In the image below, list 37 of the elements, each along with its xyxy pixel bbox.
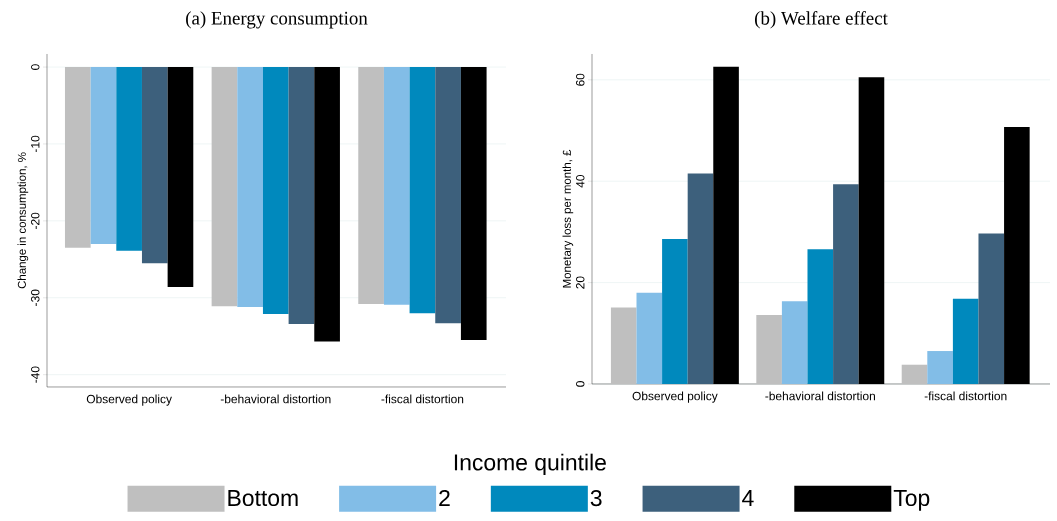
y-axis-title: Monetary loss per month, £: [562, 149, 574, 288]
bar: [756, 315, 782, 384]
y-axis-title: Change in consumption, %: [17, 152, 29, 289]
legend-label: Bottom: [228, 490, 298, 507]
chart-title: (b) Welfare effect: [755, 11, 888, 29]
y-tick-label: 60: [576, 73, 585, 86]
bar: [927, 351, 953, 384]
legend-label: Top: [893, 490, 930, 511]
legend-label: 4: [742, 490, 754, 506]
y-tick-label: -10: [31, 135, 40, 153]
legend-label: 3: [590, 490, 602, 507]
bar: [662, 239, 688, 384]
x-tick-label: Observed policy: [86, 394, 172, 406]
bar: [952, 298, 979, 384]
y-tick-label: 0: [31, 64, 40, 70]
y-tick-label: -40: [31, 366, 40, 383]
bar: [781, 301, 808, 384]
y-tick-label: 40: [576, 175, 585, 188]
legend-title: Income quintile: [454, 453, 606, 476]
bar: [901, 364, 928, 384]
x-tick-label: -fiscal distortion: [924, 391, 1007, 401]
x-tick-label: -behavioral distortion: [220, 394, 331, 404]
chart-title: (a) Energy consumption: [186, 11, 368, 29]
y-tick-label: 20: [576, 276, 585, 289]
x-tick-label: -behavioral distortion: [765, 391, 875, 401]
bar: [687, 173, 714, 384]
y-tick-label: -20: [31, 212, 40, 229]
bar: [636, 292, 663, 384]
bar: [833, 184, 859, 384]
x-tick-label: Observed policy: [632, 391, 718, 403]
bar: [978, 233, 1005, 384]
legend-label: 2: [439, 490, 450, 506]
bar: [610, 307, 637, 384]
y-tick-label: 0: [576, 381, 585, 387]
y-tick-label: -30: [31, 289, 40, 306]
bar: [807, 249, 834, 384]
x-tick-label: -fiscal distortion: [381, 394, 464, 404]
